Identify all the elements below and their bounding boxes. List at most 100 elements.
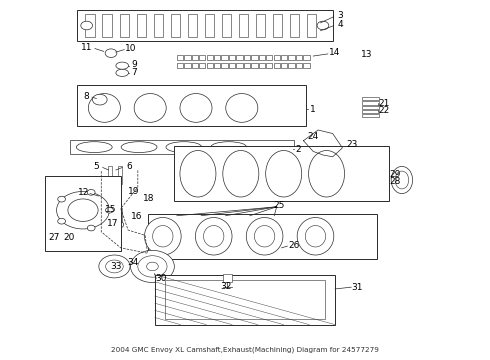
Text: 4: 4 [337,20,343,29]
Ellipse shape [87,225,95,231]
Text: 10: 10 [125,44,136,53]
Bar [244,63,250,68]
Ellipse shape [395,171,409,189]
Bar [303,63,310,68]
Text: 15: 15 [105,205,117,214]
Bar [221,63,228,68]
Bar [199,63,205,68]
Ellipse shape [56,192,109,229]
Ellipse shape [68,199,98,221]
Bar [207,55,213,60]
Bar [362,97,379,100]
Bar [273,55,280,60]
Text: 2004 GMC Envoy XL Camshaft,Exhaust(Machining) Diagram for 24577279: 2004 GMC Envoy XL Camshaft,Exhaust(Machi… [111,346,379,353]
Ellipse shape [246,217,283,255]
Text: 5: 5 [94,162,99,171]
Text: 28: 28 [390,177,401,186]
Bar [102,14,112,37]
Bar [362,106,379,109]
Text: 16: 16 [131,212,143,221]
Ellipse shape [254,226,275,247]
Ellipse shape [305,226,326,247]
Text: 34: 34 [127,258,139,267]
Ellipse shape [266,150,302,197]
Text: 13: 13 [361,50,372,59]
Bar [266,55,272,60]
Bar [77,10,333,41]
Bar [296,55,302,60]
Bar [70,140,294,154]
Ellipse shape [105,207,113,213]
Ellipse shape [106,260,123,273]
Text: 6: 6 [126,162,132,171]
Bar [137,14,146,37]
Ellipse shape [116,69,128,76]
Bar [118,166,122,184]
Bar [205,14,214,37]
Ellipse shape [114,221,123,228]
Ellipse shape [93,94,107,105]
Text: 18: 18 [143,194,154,203]
Text: 20: 20 [63,233,74,242]
Bar [281,63,287,68]
Ellipse shape [153,226,173,247]
Bar [207,63,213,68]
Bar [120,14,129,37]
Bar [222,14,231,37]
Text: 3: 3 [337,11,343,20]
Text: 32: 32 [220,282,231,291]
Text: 25: 25 [273,201,285,210]
Text: 24: 24 [308,132,319,141]
Text: 31: 31 [351,283,363,292]
Bar [251,63,258,68]
Bar [259,63,265,68]
Ellipse shape [180,94,212,122]
Text: 8: 8 [84,91,90,100]
Text: 9: 9 [131,60,137,69]
Text: 19: 19 [128,187,140,196]
Text: 22: 22 [378,106,390,115]
Bar [221,55,228,60]
Ellipse shape [211,142,246,153]
Text: 12: 12 [77,188,89,197]
Bar [251,55,258,60]
Ellipse shape [203,226,224,247]
Bar [289,63,295,68]
Ellipse shape [297,217,334,255]
Bar [307,14,317,37]
Bar [184,55,191,60]
Bar [229,55,235,60]
Bar [303,55,310,60]
Ellipse shape [145,217,181,255]
Bar [154,14,163,37]
Bar [85,14,95,37]
Bar [362,114,379,117]
Ellipse shape [121,142,157,153]
Bar [256,14,266,37]
Text: 29: 29 [390,170,401,179]
Bar [281,55,287,60]
Bar [273,63,280,68]
Ellipse shape [88,94,121,122]
Ellipse shape [180,150,216,197]
Bar [45,176,121,251]
Text: 2: 2 [296,145,301,154]
Ellipse shape [99,255,130,278]
Bar [236,63,243,68]
Bar [184,63,191,68]
Bar [289,55,295,60]
Bar [229,63,235,68]
Text: 26: 26 [288,240,299,249]
Bar [273,14,282,37]
Ellipse shape [87,189,95,195]
Bar [239,14,248,37]
Bar [108,166,112,184]
Ellipse shape [76,142,112,153]
Bar [171,14,180,37]
Bar [192,63,198,68]
Bar [155,275,335,325]
Bar [214,63,220,68]
Ellipse shape [116,62,128,69]
Bar [174,146,389,202]
Ellipse shape [226,94,258,122]
